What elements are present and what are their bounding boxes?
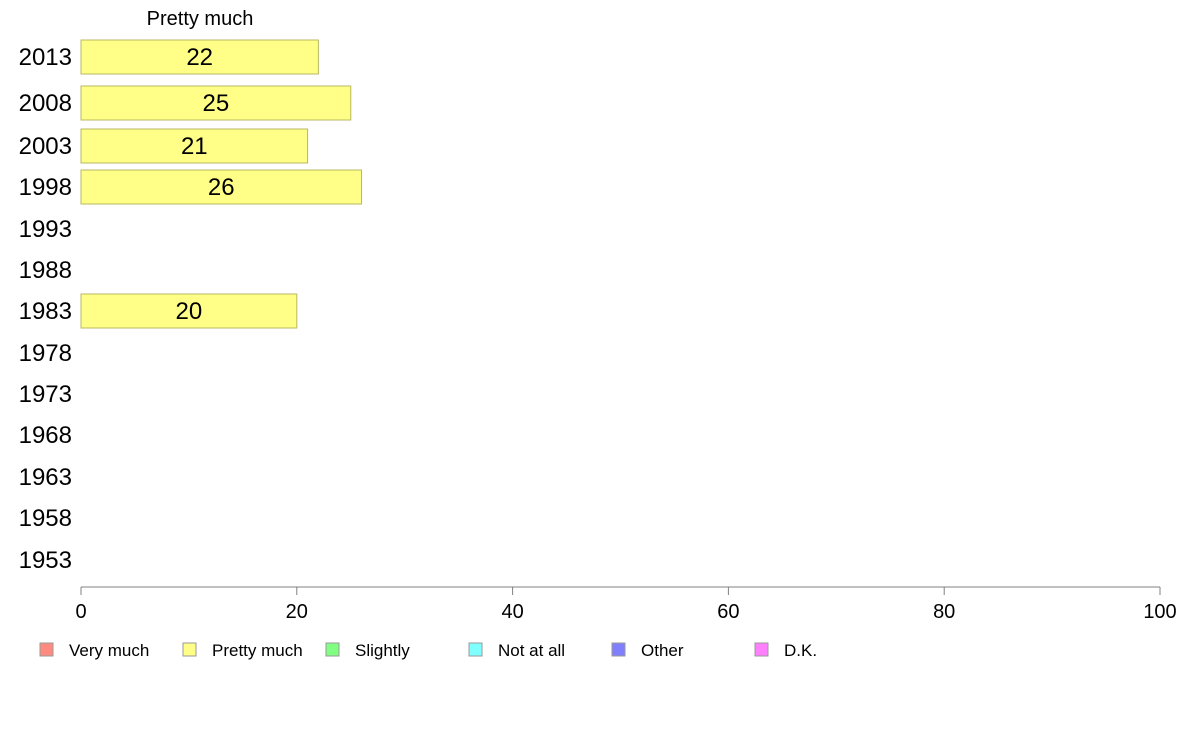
legend-swatch <box>611 642 626 657</box>
category-label: 2003 <box>19 133 72 160</box>
category-label: 1968 <box>19 422 72 449</box>
category-label: 1958 <box>19 505 72 532</box>
bar-2003 <box>80 128 309 164</box>
category-label: 1978 <box>19 340 72 367</box>
category-label: 1953 <box>19 547 72 574</box>
legend-swatch <box>39 642 54 657</box>
bar-2008 <box>80 85 352 121</box>
legend-label: Not at all <box>498 641 565 660</box>
legend-label: Other <box>641 641 684 660</box>
category-label: 2008 <box>19 90 72 117</box>
bar-1983 <box>80 293 298 329</box>
legend-label: Slightly <box>355 641 410 660</box>
chart-title: Pretty much <box>147 8 254 30</box>
legend-label: Very much <box>69 641 149 660</box>
x-tick-label: 60 <box>717 601 739 623</box>
legend-swatch <box>325 642 340 657</box>
category-label: 2013 <box>19 44 72 71</box>
x-tick-label: 100 <box>1143 601 1176 623</box>
category-label: 1963 <box>19 464 72 491</box>
bar-2013 <box>80 39 319 75</box>
category-label: 1973 <box>19 381 72 408</box>
category-labels: 2013 2008 2003 1998 1993 1988 1983 1978 1973 1968… <box>19 44 72 574</box>
bars <box>80 39 363 329</box>
category-label: 1998 <box>19 174 72 201</box>
legend-swatch <box>182 642 197 657</box>
data-label: 20 <box>176 298 203 325</box>
x-axis: 0 20 40 60 80 100 <box>75 586 1177 623</box>
legend-label: D.K. <box>784 641 817 660</box>
legend-swatch <box>754 642 769 657</box>
x-tick-label: 80 <box>933 601 955 623</box>
x-tick-label: 20 <box>286 601 308 623</box>
legend-label: Pretty much <box>212 641 303 660</box>
legend: Very much Pretty much Slightly Not at all Ot… <box>39 641 817 660</box>
data-label: 25 <box>203 90 230 117</box>
data-label: 22 <box>186 44 213 71</box>
category-label: 1993 <box>19 216 72 243</box>
data-label: 26 <box>208 174 235 201</box>
bar-1998 <box>80 169 363 205</box>
category-label: 1983 <box>19 298 72 325</box>
data-label: 21 <box>181 133 208 160</box>
category-label: 1988 <box>19 257 72 284</box>
x-tick-label: 40 <box>501 601 523 623</box>
legend-swatch <box>468 642 483 657</box>
x-tick-label: 0 <box>75 601 86 623</box>
